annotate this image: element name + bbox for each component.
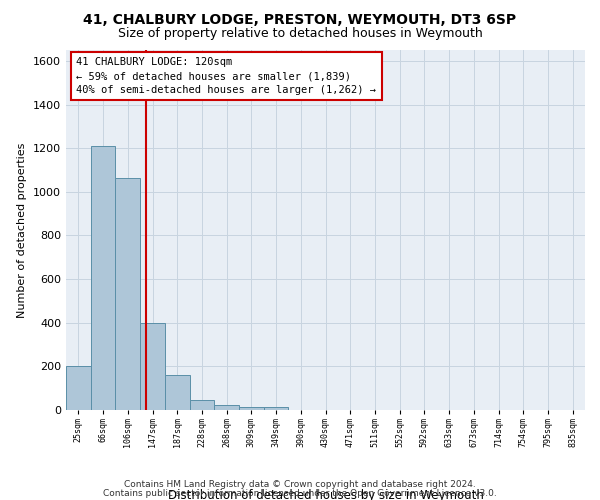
Bar	[190, 400, 214, 410]
Bar	[239, 406, 264, 410]
Text: Contains public sector information licensed under the Open Government Licence v3: Contains public sector information licen…	[103, 488, 497, 498]
Bar	[115, 178, 140, 410]
Text: 41, CHALBURY LODGE, PRESTON, WEYMOUTH, DT3 6SP: 41, CHALBURY LODGE, PRESTON, WEYMOUTH, D…	[83, 12, 517, 26]
X-axis label: Distribution of detached houses by size in Weymouth: Distribution of detached houses by size …	[167, 488, 484, 500]
Bar	[91, 146, 115, 410]
Bar	[264, 406, 289, 410]
Text: Size of property relative to detached houses in Weymouth: Size of property relative to detached ho…	[118, 28, 482, 40]
Bar	[214, 404, 239, 410]
Bar	[140, 322, 165, 410]
Text: 41 CHALBURY LODGE: 120sqm
← 59% of detached houses are smaller (1,839)
40% of se: 41 CHALBURY LODGE: 120sqm ← 59% of detac…	[76, 57, 376, 95]
Bar	[165, 375, 190, 410]
Text: Contains HM Land Registry data © Crown copyright and database right 2024.: Contains HM Land Registry data © Crown c…	[124, 480, 476, 489]
Bar	[66, 366, 91, 410]
Y-axis label: Number of detached properties: Number of detached properties	[17, 142, 28, 318]
